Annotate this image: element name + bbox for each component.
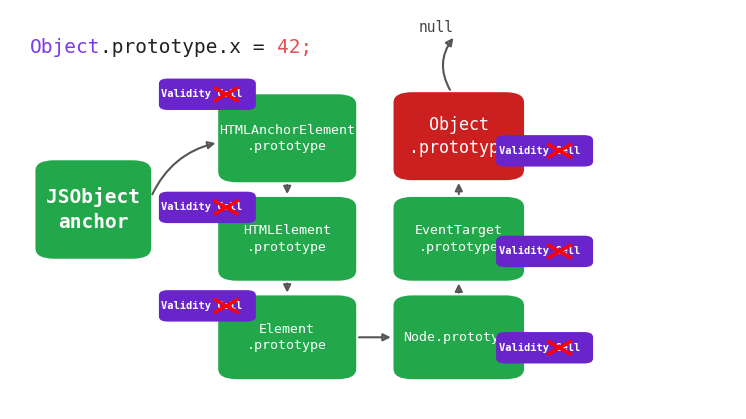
FancyBboxPatch shape: [36, 160, 151, 259]
Text: Validity Cell: Validity Cell: [500, 246, 580, 256]
Text: Object: Object: [30, 38, 101, 57]
Text: Object
.prototype: Object .prototype: [409, 116, 509, 157]
Text: EventTarget
.prototype: EventTarget .prototype: [415, 224, 503, 253]
FancyBboxPatch shape: [218, 197, 357, 281]
FancyBboxPatch shape: [394, 295, 524, 379]
Text: HTMLAnchorElement
.prototype: HTMLAnchorElement .prototype: [219, 124, 355, 153]
FancyBboxPatch shape: [394, 92, 524, 180]
Text: null: null: [419, 20, 454, 35]
Text: Validity Cell: Validity Cell: [161, 89, 242, 99]
Text: HTMLElement
.prototype: HTMLElement .prototype: [243, 224, 331, 253]
Text: Validity Cell: Validity Cell: [500, 343, 580, 353]
FancyBboxPatch shape: [218, 94, 357, 182]
FancyBboxPatch shape: [218, 295, 357, 379]
FancyBboxPatch shape: [496, 135, 593, 166]
FancyBboxPatch shape: [496, 235, 593, 267]
Text: .prototype.x =: .prototype.x =: [101, 38, 277, 57]
Text: Validity Cell: Validity Cell: [500, 146, 580, 156]
Text: Element
.prototype: Element .prototype: [247, 323, 327, 352]
FancyBboxPatch shape: [159, 79, 256, 110]
Text: JSObject
anchor: JSObject anchor: [46, 187, 140, 232]
Text: Node.prototype: Node.prototype: [403, 331, 515, 344]
FancyBboxPatch shape: [159, 192, 256, 223]
Text: Validity Cell: Validity Cell: [161, 202, 242, 212]
FancyBboxPatch shape: [394, 197, 524, 281]
Text: 42;: 42;: [277, 38, 312, 57]
Text: Validity Cell: Validity Cell: [161, 301, 242, 311]
FancyBboxPatch shape: [159, 290, 256, 322]
FancyBboxPatch shape: [496, 332, 593, 363]
